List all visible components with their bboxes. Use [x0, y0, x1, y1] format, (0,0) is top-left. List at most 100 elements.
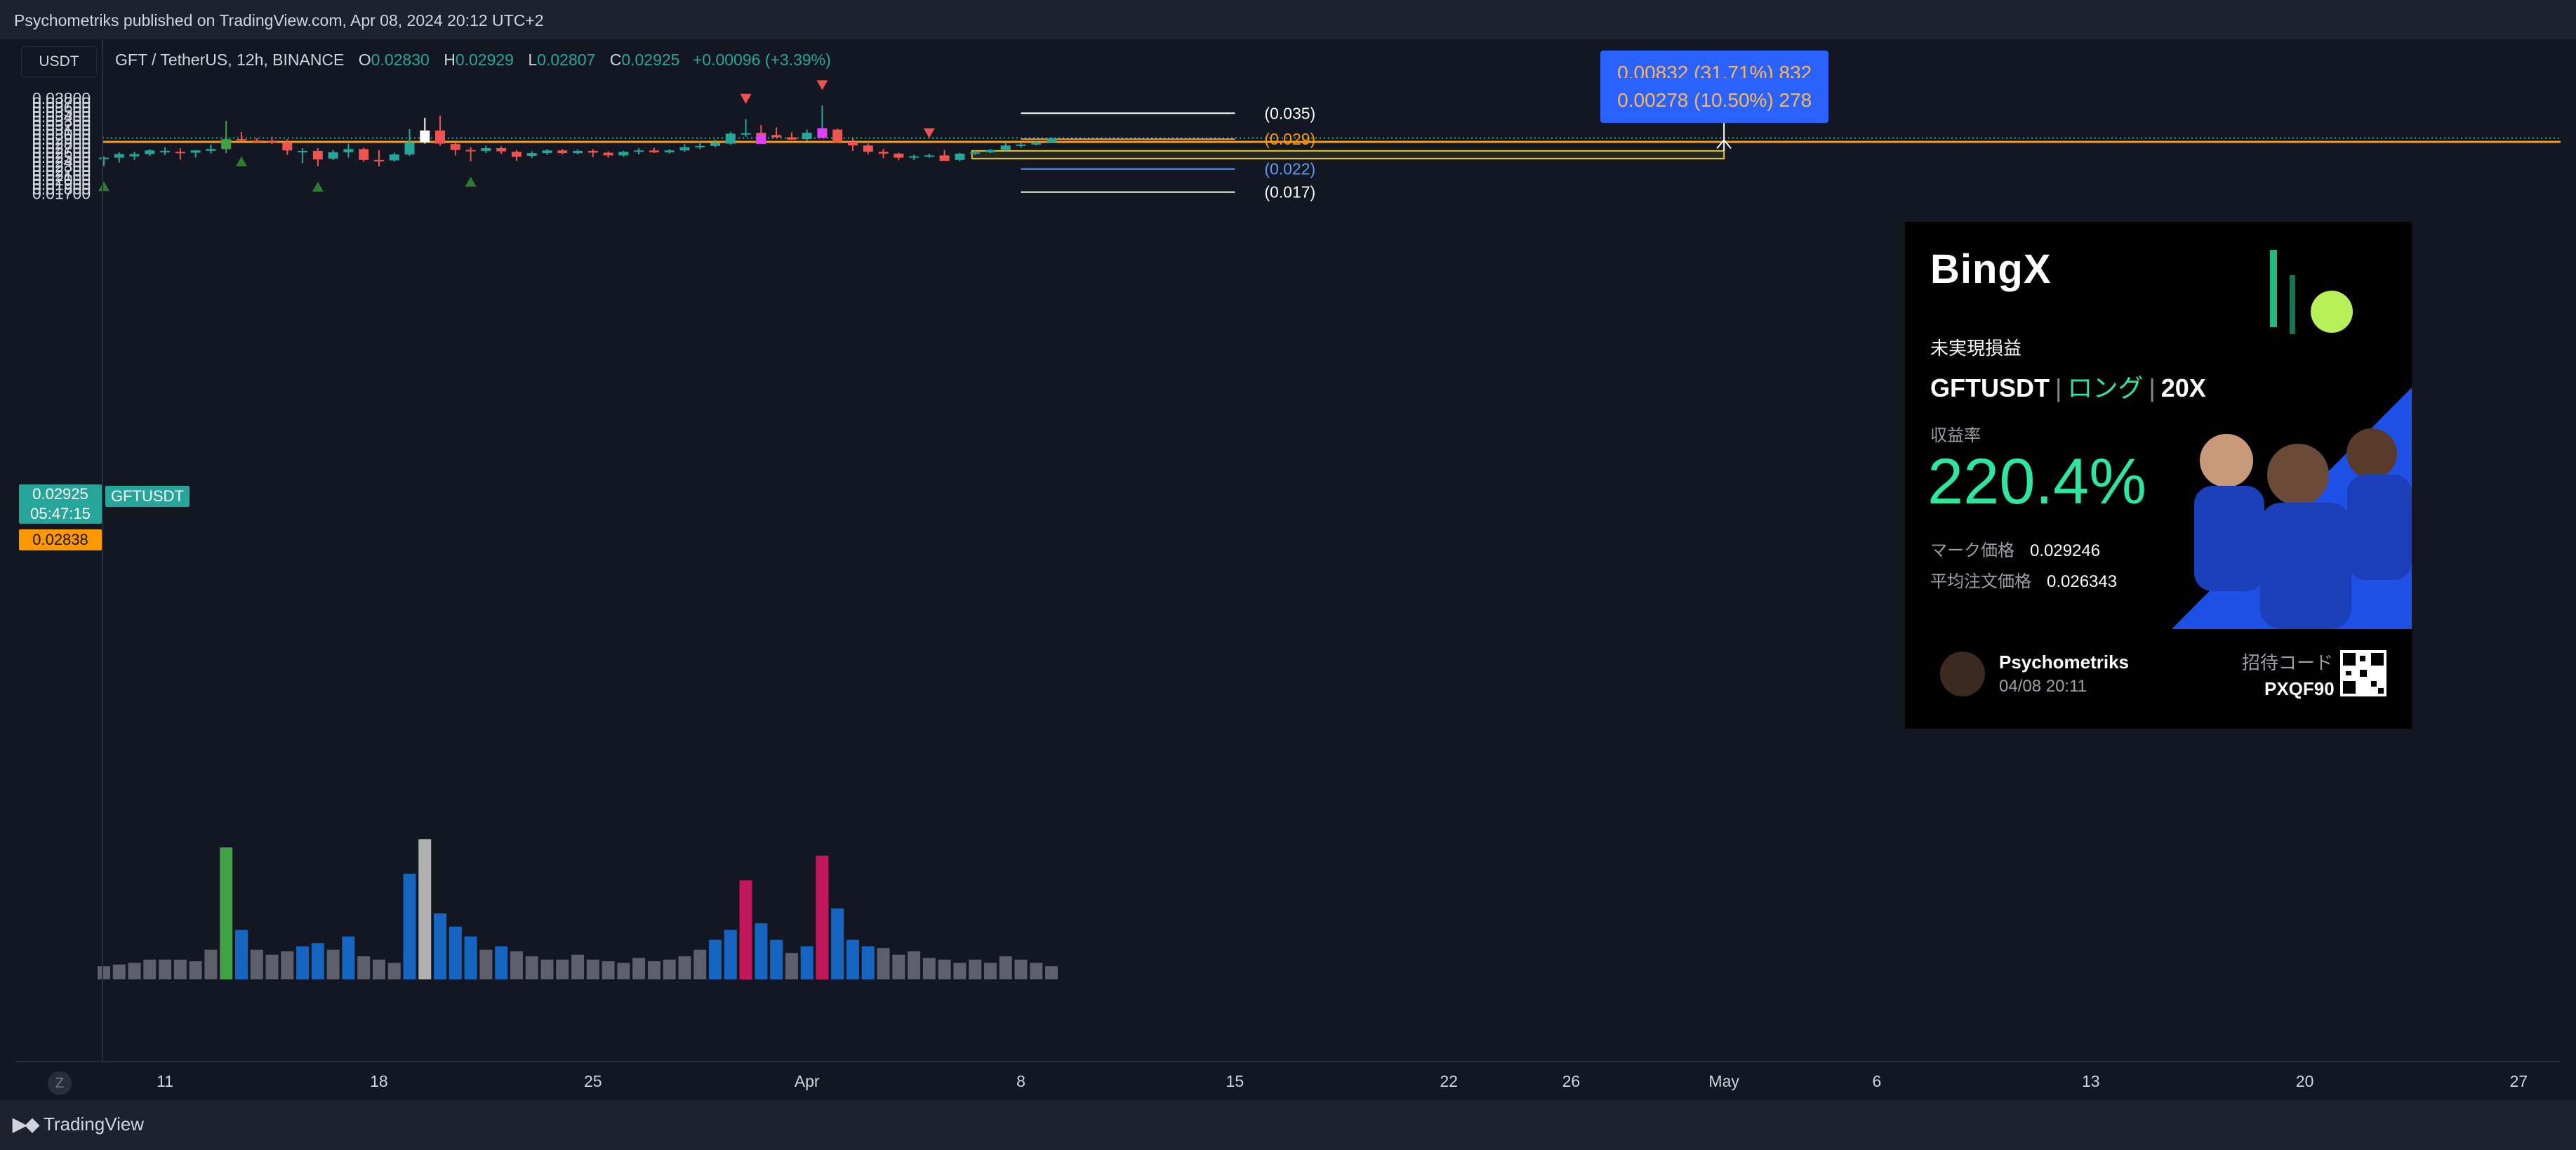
currency-button[interactable]: USDT — [21, 46, 97, 77]
price-tick-label: 0.02200 — [32, 161, 91, 180]
tradingview-logo[interactable]: ▶◆ TradingView — [13, 1113, 144, 1135]
candle-body — [955, 153, 965, 160]
measure-lower-label[interactable]: 0.00278 (10.50%) 278 — [1600, 78, 1829, 124]
volume-bar — [357, 956, 371, 979]
avg-price-label: 平均注文価格 — [1930, 572, 2031, 591]
candle-body — [710, 143, 720, 146]
mark-price-row: マーク価格 0.029246 — [1930, 536, 2100, 561]
time-tick-label: 15 — [1226, 1072, 1244, 1090]
header-bar: Psychometriks published on TradingView.c… — [0, 0, 2576, 39]
time-tick-label: 8 — [1016, 1072, 1025, 1090]
bingx-pnl-card: BingX 未実現損益 GFTUSDT | ロング | 20X 収益率 220.4% マ… — [1905, 222, 2412, 729]
volume-bar — [311, 943, 324, 979]
price-tick-label: 0.03200 — [32, 117, 91, 135]
volume-bar — [281, 951, 294, 979]
volume-bar — [342, 936, 355, 979]
candle-body — [1000, 145, 1011, 150]
volume-bar — [709, 939, 722, 979]
candle-body — [603, 152, 613, 156]
volume-bar — [678, 956, 691, 979]
volume-bar — [495, 946, 508, 979]
volume-bar — [525, 956, 538, 979]
time-tick-label: 13 — [2082, 1072, 2100, 1090]
candle-body — [847, 141, 858, 146]
candle-body — [1016, 144, 1026, 146]
candle-body — [160, 150, 171, 152]
leverage: 20X — [2160, 374, 2206, 402]
time-tick-label: 6 — [1873, 1072, 1882, 1090]
volume-bar — [296, 946, 310, 979]
volume-bars — [98, 839, 1058, 979]
time-tick-label: 11 — [157, 1072, 173, 1090]
horizontal-levels: (0.035) (0.029) (0.022) (0.017) — [102, 104, 2561, 201]
candle-body — [175, 152, 185, 154]
volume-bar — [969, 959, 982, 979]
price-tick-label: 0.01700 — [32, 185, 91, 203]
card-artwork — [2172, 250, 2412, 629]
sell-signal-icon — [923, 128, 935, 138]
candle-body — [312, 150, 323, 160]
card-username: Psychometriks — [1999, 652, 2129, 673]
volume-bar — [831, 908, 844, 979]
volume-bar — [418, 839, 432, 979]
volume-bar — [173, 959, 187, 979]
qr-code-icon — [2340, 650, 2386, 696]
buy-signal-icon — [235, 156, 247, 166]
mark-price-value: 0.029246 — [2030, 541, 2101, 560]
price-axis[interactable]: 0.038000.037000.036000.035000.034000.033… — [32, 39, 103, 1062]
roi-label: 収益率 — [1930, 426, 1981, 445]
price-tick-label: 0.01900 — [32, 176, 91, 194]
roi-value: 220.4% — [1927, 446, 2147, 517]
volume-bar — [877, 948, 890, 979]
price-tick-label: 0.02700 — [32, 139, 91, 157]
price-tick-label: 0.03400 — [32, 107, 91, 126]
zoom-reset-button[interactable]: Z — [48, 1071, 72, 1095]
bar-countdown: 05:47:15 — [30, 505, 91, 522]
candle-body — [1031, 142, 1042, 145]
price-tick-label: 0.02400 — [32, 152, 91, 171]
candle-body — [786, 137, 797, 140]
candle-body — [909, 156, 919, 158]
volume-bar — [724, 930, 737, 979]
time-axis[interactable]: 11 18 25 Apr 8 15 22 26 May 6 13 20 27 — [15, 1061, 2561, 1090]
legend-low-label: L — [528, 51, 538, 69]
volume-bar — [372, 959, 385, 979]
volume-bar — [892, 954, 905, 979]
symbol-tag: GFTUSDT — [105, 486, 190, 507]
candle-body — [557, 150, 568, 154]
buy-signal-icon — [98, 181, 109, 192]
price-tick-label: 0.03300 — [32, 112, 91, 130]
volume-bar — [387, 963, 401, 979]
candle-body — [664, 150, 675, 152]
candles — [99, 105, 1057, 166]
volume-bar — [326, 949, 340, 979]
invite-code-label: 招待コード — [2242, 652, 2334, 673]
volume-bar — [800, 946, 814, 979]
price-tick-label: 0.03000 — [32, 126, 91, 144]
volume-bar — [265, 954, 279, 979]
candle-body — [939, 155, 950, 161]
price-tick-label: 0.02500 — [32, 148, 91, 166]
buy-signal-icon — [465, 176, 477, 187]
last-price: 0.02925 — [32, 485, 88, 503]
sell-signal-icon — [816, 80, 828, 91]
volume-bar — [908, 951, 921, 979]
card-timestamp: 04/08 20:11 — [1999, 677, 2087, 696]
volume-bar — [953, 963, 967, 979]
volume-bar — [403, 873, 416, 979]
price-tick-label: 0.02000 — [32, 171, 91, 189]
volume-bar — [983, 963, 997, 979]
candle-body — [741, 133, 751, 135]
candle-body — [221, 139, 232, 150]
candle-body — [802, 133, 812, 140]
volume-bar — [861, 946, 875, 979]
last-price-tag: 0.02925 05:47:15 — [19, 484, 102, 524]
volume-bar — [571, 954, 585, 979]
highlight-square — [756, 133, 766, 144]
time-tick-label: May — [1708, 1072, 1739, 1090]
volume-bar — [755, 923, 768, 979]
buy-signal-icon — [312, 181, 324, 192]
volume-bar — [617, 963, 630, 979]
candle-body — [511, 152, 522, 157]
